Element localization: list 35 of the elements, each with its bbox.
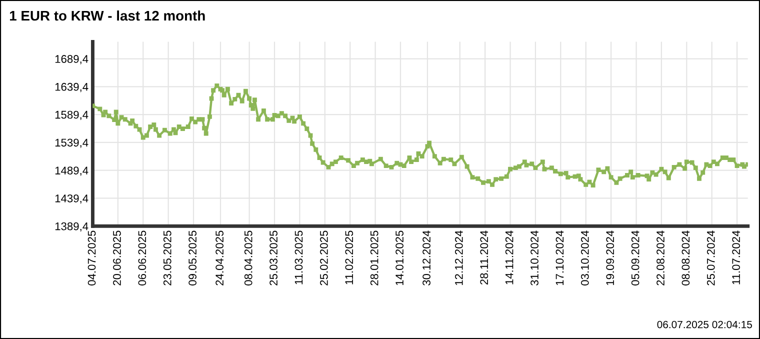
x-tick-label: 28.01.2025 [370, 230, 378, 286]
x-tick-label: 20.06.2025 [113, 230, 121, 286]
y-tick-label: 1639,4 [55, 82, 88, 92]
y-tick-label: 1389,4 [55, 222, 88, 232]
x-tick-label: 14.11.2024 [505, 230, 514, 284]
x-tick-label: 11.03.2025 [294, 230, 303, 284]
x-tick-label: 04.07.2025 [88, 230, 96, 286]
x-tick-label: 05.09.2024 [631, 230, 640, 286]
x-tick-label: 08.08.2024 [682, 230, 690, 286]
y-tick-label: 1539,4 [55, 138, 88, 148]
x-tick-label: 25.03.2025 [270, 230, 278, 286]
x-tick-label: 30.12.2024 [422, 230, 430, 286]
x-tick-label: 19.09.2024 [606, 230, 614, 286]
x-tick-label: 03.10.2024 [580, 230, 589, 286]
x-tick-label: 12.12.2024 [454, 230, 463, 286]
x-tick-label: 24.04.2025 [216, 230, 224, 286]
x-tick-label: 31.10.2024 [530, 230, 538, 286]
y-tick-label: 1489,4 [55, 166, 88, 176]
x-tick-label: 14.01.2025 [396, 230, 404, 286]
y-tick-label: 1689,4 [55, 55, 88, 64]
x-tick-label: 23.05.2025 [163, 230, 172, 286]
x-tick-label: 06.06.2025 [138, 230, 146, 286]
x-tick-label: 25.02.2025 [320, 230, 328, 286]
x-tick-label: 09.05.2025 [188, 230, 196, 286]
y-tick-label: 1589,4 [55, 110, 88, 120]
x-tick-label: 28.11.2024 [480, 230, 488, 285]
x-tick-label: 11.07.2024 [732, 230, 740, 284]
chart-title: 1 EUR to KRW - last 12 month [10, 10, 205, 21]
x-tick-label: 08.04.2025 [244, 230, 252, 286]
text: 06.07.2025 02:04:15 [657, 320, 752, 328]
x-tick-label: 11.02.2025 [345, 230, 354, 284]
x-tick-label: 17.10.2024 [556, 230, 564, 286]
x-tick-label: 22.08.2024 [656, 230, 664, 286]
x-tick-label: 25.07.2024 [706, 230, 715, 286]
y-tick-label: 1439,4 [55, 194, 88, 204]
